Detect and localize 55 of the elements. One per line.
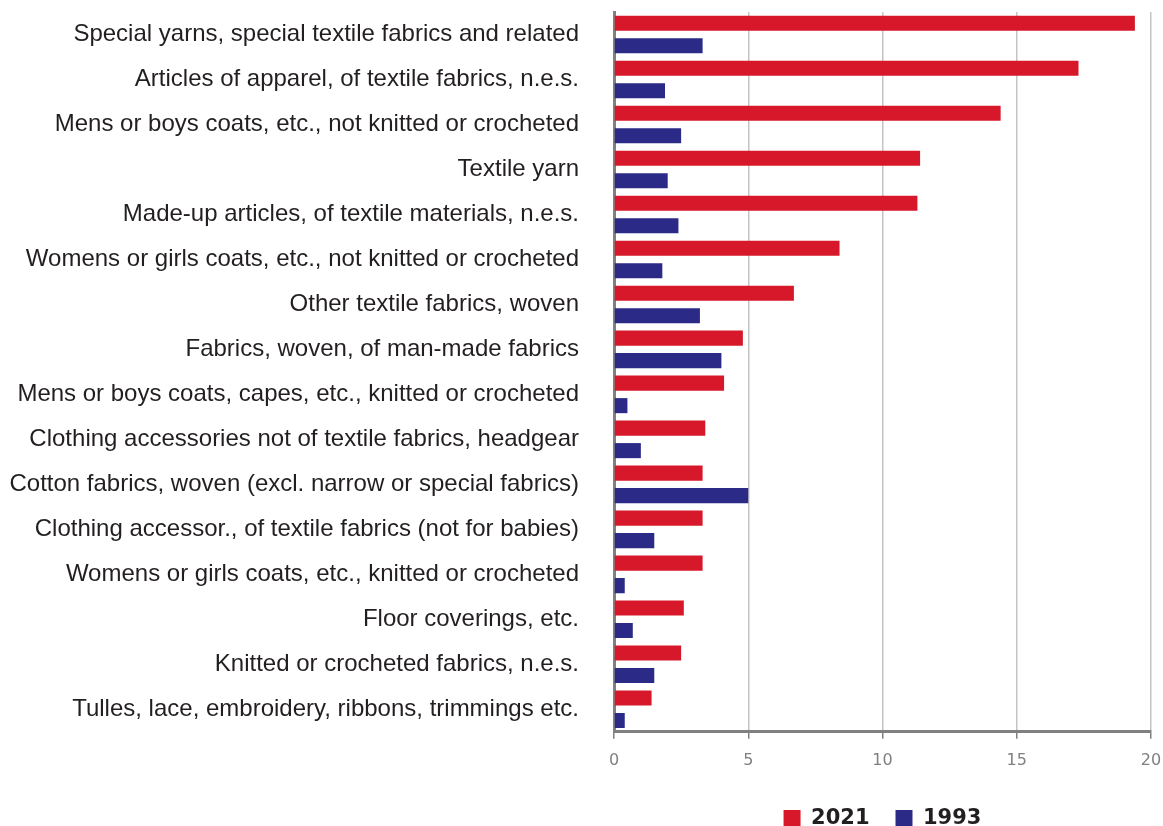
bar bbox=[614, 38, 703, 54]
y-tick-label: Made-up articles, of textile materials, n.e.s. bbox=[122, 199, 579, 227]
y-tick-label: Womens or girls coats, etc., not knitted or crocheted bbox=[25, 244, 579, 272]
bar bbox=[614, 510, 703, 526]
bar bbox=[614, 578, 625, 594]
bar bbox=[614, 555, 703, 571]
x-tick-label: 10 bbox=[872, 749, 893, 769]
y-tick-label: Womens or girls coats, etc., knitted or crocheted bbox=[65, 558, 579, 586]
legend-label: 1993 bbox=[923, 804, 982, 826]
bar bbox=[614, 353, 722, 369]
y-tick-label: Tulles, lace, embroidery, ribbons, trimmings etc. bbox=[72, 693, 579, 721]
y-tick-label: Textile yarn bbox=[457, 154, 579, 182]
bar bbox=[614, 218, 679, 234]
y-tick-label: Clothing accessor., of textile fabrics (not for babies) bbox=[34, 513, 579, 541]
y-tick-label: Articles of apparel, of textile fabrics, n.e.s. bbox=[134, 64, 579, 92]
bar bbox=[614, 623, 633, 639]
x-tick-label: 15 bbox=[1006, 749, 1027, 769]
bar bbox=[614, 600, 684, 616]
bar bbox=[614, 195, 918, 211]
bar bbox=[614, 690, 652, 706]
bar bbox=[614, 645, 682, 661]
y-tick-label: Fabrics, woven, of man-made fabrics bbox=[185, 334, 579, 362]
bar bbox=[614, 173, 668, 189]
x-tick-label: 20 bbox=[1140, 749, 1162, 769]
y-tick-label: Cotton fabrics, woven (excl. narrow or special fabrics) bbox=[9, 468, 579, 496]
bar bbox=[614, 15, 1135, 31]
x-tick-label: 0 bbox=[608, 749, 620, 769]
bar bbox=[614, 263, 663, 279]
bar bbox=[614, 83, 666, 99]
y-tick-label: Clothing accessories not of textile fabrics, headgear bbox=[29, 424, 579, 452]
y-tick-label: Mens or boys coats, etc., not knitted or crocheted bbox=[54, 109, 579, 137]
bar bbox=[614, 668, 655, 684]
bar bbox=[614, 240, 840, 256]
y-tick-label: Mens or boys coats, capes, etc., knitted or crocheted bbox=[17, 379, 579, 407]
bar bbox=[614, 488, 749, 504]
y-tick-label: Knitted or crocheted fabrics, n.e.s. bbox=[214, 648, 579, 676]
y-tick-label: Floor coverings, etc. bbox=[362, 603, 579, 631]
bar bbox=[614, 60, 1079, 76]
bar bbox=[614, 375, 725, 391]
bar bbox=[614, 420, 706, 436]
bar bbox=[614, 285, 794, 301]
bar bbox=[614, 330, 743, 346]
bar bbox=[614, 105, 1001, 121]
bar bbox=[614, 308, 700, 324]
bar bbox=[614, 443, 641, 459]
bar bbox=[614, 533, 655, 549]
y-tick-label: Special yarns, special textile fabrics and related bbox=[73, 19, 579, 47]
bar bbox=[614, 465, 703, 481]
y-tick-label: Other textile fabrics, woven bbox=[289, 289, 579, 317]
legend-label: 2021 bbox=[811, 804, 870, 826]
bar bbox=[614, 150, 921, 166]
bar bbox=[614, 713, 625, 729]
x-tick-label: 5 bbox=[743, 749, 754, 769]
bar bbox=[614, 398, 628, 414]
bar bbox=[614, 128, 682, 144]
